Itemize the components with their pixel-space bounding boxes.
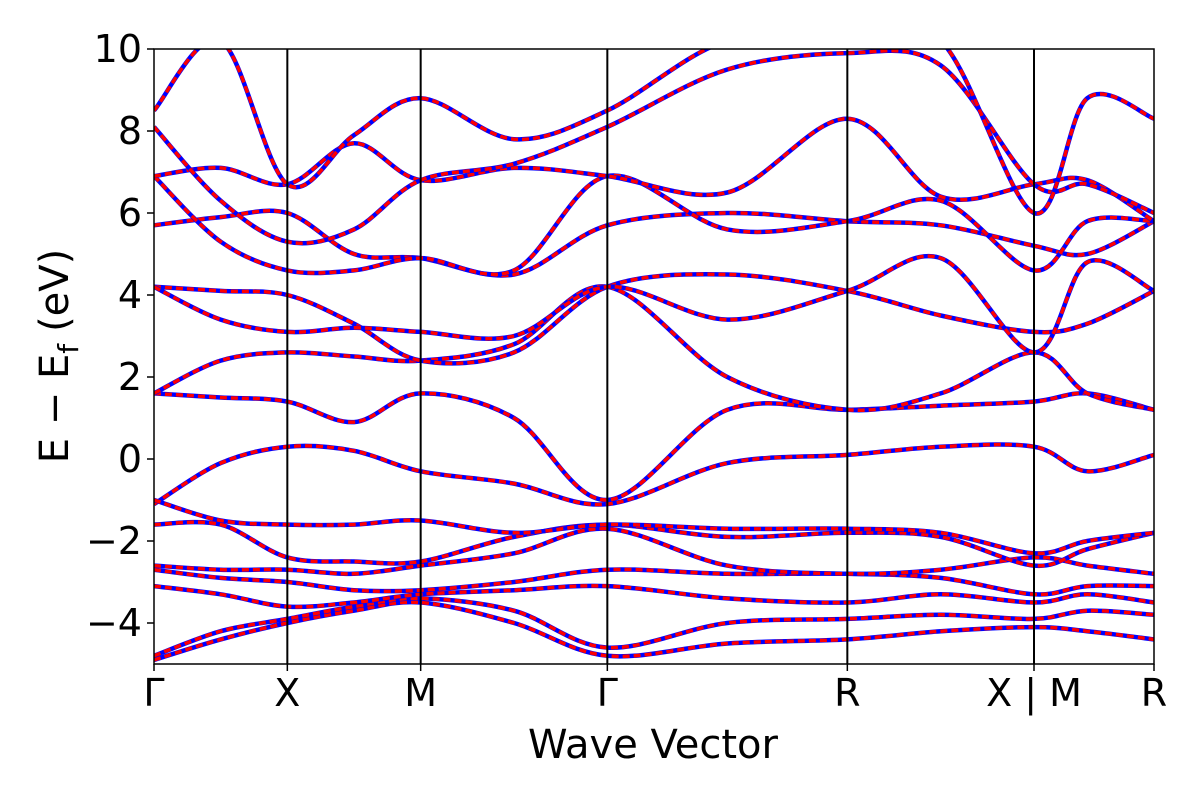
band-line-17 <box>154 49 1154 215</box>
band-line-1 <box>154 600 1154 662</box>
y-tick-label: 0 <box>118 437 142 481</box>
y-tick-label: 2 <box>118 355 142 399</box>
kpoint-label-3: M <box>404 671 437 715</box>
x-axis-label: Wave Vector <box>528 722 779 768</box>
y-tick-label: −2 <box>86 519 142 563</box>
kpoint-label-2: X <box>274 671 300 715</box>
high-symmetry-lines <box>286 49 1035 664</box>
band-line-9 <box>154 391 1154 502</box>
kpoint-label-4: Γ <box>597 671 618 715</box>
y-axis-label-subscript: f <box>52 343 85 354</box>
band-line-8 <box>154 498 1154 556</box>
band-line-14 <box>154 173 1154 277</box>
kpoint-label-7: R <box>1141 671 1167 715</box>
band-lines <box>154 49 1154 663</box>
y-tick-label: 8 <box>118 109 142 153</box>
band-line-4 <box>154 567 1154 597</box>
band-line-7 <box>154 442 1154 507</box>
kpoint-label-5: R <box>834 671 860 715</box>
band-line-overlay-1 <box>154 599 1154 663</box>
band-line-3 <box>154 584 1154 609</box>
y-axis-label-main: E − E <box>32 354 78 464</box>
x-axis-ticks: Γ X M Γ R X | M R <box>143 664 1167 716</box>
band-line-2 <box>154 596 1154 658</box>
y-axis-label-unit: (eV) <box>32 249 78 332</box>
band-line-overlay-8 <box>154 497 1154 556</box>
y-tick-label: 4 <box>118 273 142 317</box>
kpoint-label-1: Γ <box>143 671 164 715</box>
kpoint-label-6: X | M <box>986 671 1082 716</box>
band-line-10 <box>154 284 1154 413</box>
band-line-overlay-11 <box>154 272 1154 366</box>
band-line-11 <box>154 272 1154 366</box>
band-line-overlay-5 <box>154 526 1154 577</box>
band-line-16 <box>154 49 1154 246</box>
plot-frame <box>153 48 1155 665</box>
y-tick-label: 6 <box>118 191 142 235</box>
y-axis-ticks: −4 −2 0 2 4 6 8 10 <box>86 27 154 645</box>
band-line-overlay-7 <box>154 442 1154 507</box>
y-axis-label: E − Ef (eV) <box>32 249 85 464</box>
y-tick-label: 10 <box>94 27 142 71</box>
band-line-overlay-10 <box>154 284 1154 413</box>
y-tick-label: −4 <box>86 601 142 645</box>
band-line-5 <box>154 526 1154 576</box>
